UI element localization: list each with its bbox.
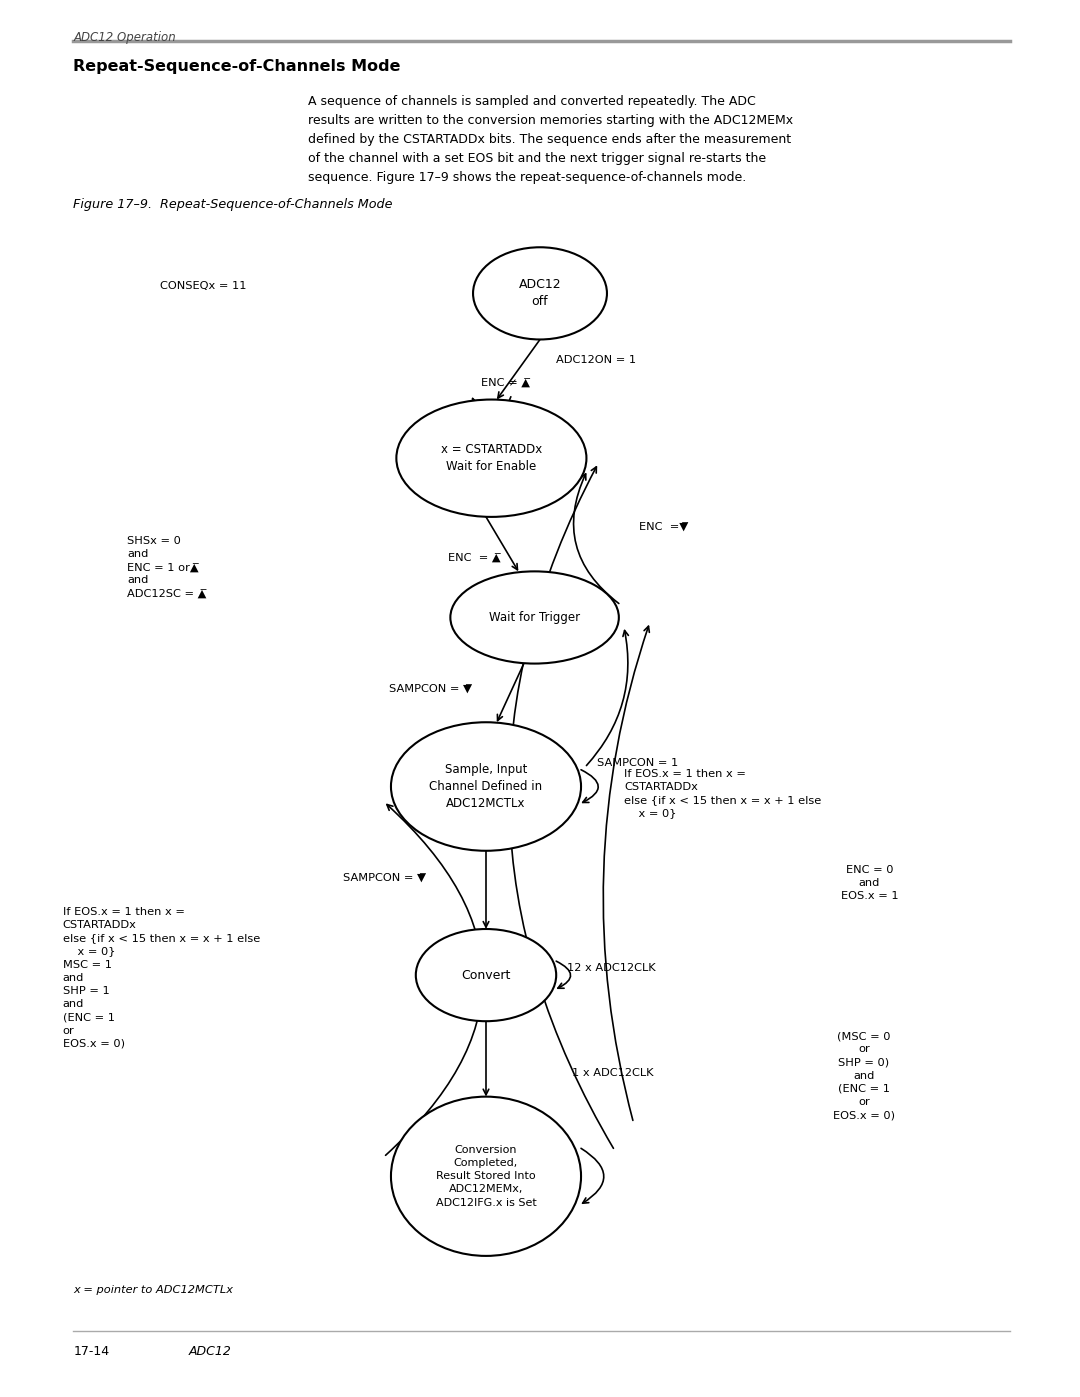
Text: If EOS.x = 1 then x =
CSTARTADDx
else {if x < 15 then x = x + 1 else
    x = 0}: If EOS.x = 1 then x = CSTARTADDx else {i… [624,768,822,819]
Text: Wait for Trigger: Wait for Trigger [489,610,580,624]
Text: Figure 17–9.  Repeat-Sequence-of-Channels Mode: Figure 17–9. Repeat-Sequence-of-Channels… [73,198,393,211]
Text: SAMPCON = ▼̅: SAMPCON = ▼̅ [343,872,427,883]
Ellipse shape [391,722,581,851]
Ellipse shape [391,1097,581,1256]
Text: 1 x ADC12CLK: 1 x ADC12CLK [572,1067,653,1078]
Text: 12 x ADC12CLK: 12 x ADC12CLK [567,963,656,974]
Text: ADC12 Operation: ADC12 Operation [73,31,176,43]
Text: Sample, Input
Channel Defined in
ADC12MCTLx: Sample, Input Channel Defined in ADC12MC… [430,763,542,810]
Text: ADC12: ADC12 [189,1345,232,1358]
Ellipse shape [473,247,607,339]
Text: Conversion
Completed,
Result Stored Into
ADC12MEMx,
ADC12IFG.x is Set: Conversion Completed, Result Stored Into… [435,1146,537,1207]
Text: x = CSTARTADDx
Wait for Enable: x = CSTARTADDx Wait for Enable [441,443,542,474]
Text: SAMPCON = 1: SAMPCON = 1 [597,757,678,768]
Text: ADC12ON = 1: ADC12ON = 1 [556,355,636,366]
Text: ADC12
off: ADC12 off [518,278,562,309]
Text: ENC = 0
and
EOS.x = 1: ENC = 0 and EOS.x = 1 [840,865,899,901]
Text: Convert: Convert [461,968,511,982]
Text: CONSEQx = 11: CONSEQx = 11 [160,281,246,292]
Text: 17-14: 17-14 [73,1345,109,1358]
Text: If EOS.x = 1 then x =
CSTARTADDx
else {if x < 15 then x = x + 1 else
    x = 0}
: If EOS.x = 1 then x = CSTARTADDx else {i… [63,907,260,1049]
Text: x = pointer to ADC12MCTLx: x = pointer to ADC12MCTLx [73,1285,233,1295]
Ellipse shape [416,929,556,1021]
Text: ENC  = ▲̅: ENC = ▲̅ [448,552,501,563]
Text: Repeat-Sequence-of-Channels Mode: Repeat-Sequence-of-Channels Mode [73,59,401,74]
Ellipse shape [450,571,619,664]
Text: ENC ≠ ▲̅: ENC ≠ ▲̅ [481,377,530,388]
Text: SAMPCON = ▼̅: SAMPCON = ▼̅ [389,683,472,694]
Text: (MSC = 0
or
SHP = 0)
and
(ENC = 1
or
EOS.x = 0): (MSC = 0 or SHP = 0) and (ENC = 1 or EOS… [833,1031,895,1120]
Ellipse shape [396,400,586,517]
Text: SHSx = 0
and
ENC = 1 or▲̅
and
ADC12SC = ▲̅: SHSx = 0 and ENC = 1 or▲̅ and ADC12SC = … [127,536,206,598]
Text: ENC  =▼̅: ENC =▼̅ [639,521,688,532]
Text: A sequence of channels is sampled and converted repeatedly. The ADC
results are : A sequence of channels is sampled and co… [308,95,793,184]
